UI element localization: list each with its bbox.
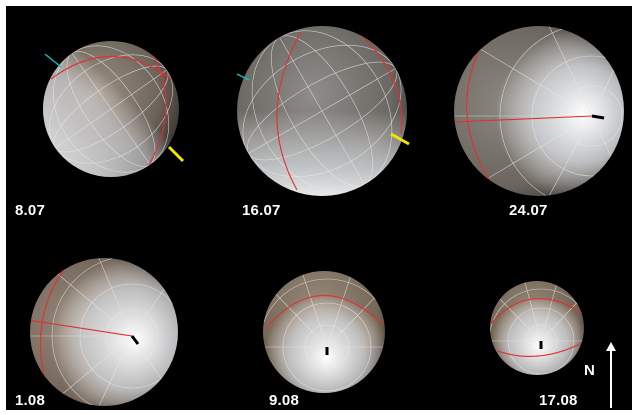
date-label: 1.08 <box>15 392 45 409</box>
date-label: 8.07 <box>15 202 45 219</box>
moon-globe-image <box>30 258 178 406</box>
moon-globe-image <box>236 26 410 196</box>
moon-globe-image <box>490 281 584 375</box>
globe-1-08 <box>28 256 180 408</box>
moon-mosaic-panel: 8.07 <box>6 6 632 410</box>
globe-9-08 <box>261 269 387 395</box>
date-label: 9.08 <box>269 392 299 409</box>
globe-8-07 <box>41 39 185 179</box>
globe-17-08 <box>488 279 586 377</box>
globe-24-07 <box>452 24 626 198</box>
moon-globe-image <box>43 41 185 177</box>
north-arrow-icon <box>606 342 616 408</box>
date-label: 24.07 <box>509 202 548 219</box>
globe-16-07 <box>235 24 410 198</box>
date-label: 17.08 <box>539 392 578 409</box>
moon-globe-image <box>263 271 385 393</box>
moon-globe-image <box>454 26 624 196</box>
north-compass: N <box>584 342 628 410</box>
date-label: 16.07 <box>242 202 281 219</box>
north-label: N <box>584 362 595 379</box>
